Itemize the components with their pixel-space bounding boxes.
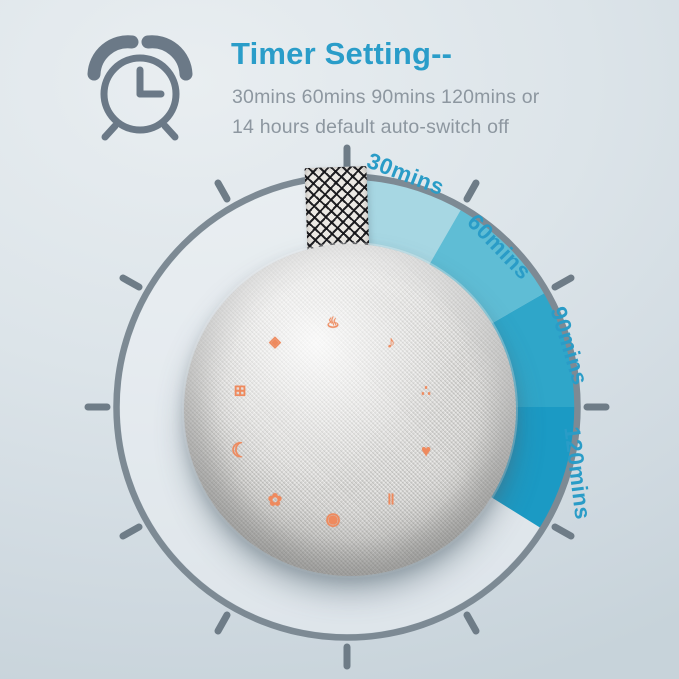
alarm-clock-icon	[87, 35, 193, 141]
tick-mark	[214, 611, 231, 635]
tick-mark	[551, 523, 575, 540]
tick-mark	[463, 179, 480, 203]
subtitle-line-2: 14 hours default auto-switch off	[232, 116, 510, 138]
page-title: Timer Setting--	[231, 36, 453, 71]
music-note-icon: ♪	[386, 332, 396, 352]
subtitle-line-1: 30mins 60mins 90mins 120mins or	[232, 86, 540, 108]
header: Timer Setting-- 30mins 60mins 90mins 120…	[0, 0, 679, 150]
device-strap	[304, 165, 370, 257]
segment-60mins	[426, 206, 548, 328]
moon-icon: ☾	[231, 440, 249, 462]
tick-mark	[463, 611, 480, 635]
power-icon: ◉	[325, 509, 341, 529]
tick-mark	[119, 274, 143, 291]
white-noise-machine: ♨ ♪ ∴ ♥ ‖ ◉ ✿ ☾ ⊞ ◈	[184, 244, 516, 576]
rain-icon: ∴	[421, 382, 431, 400]
clock-tick-marks	[84, 144, 610, 670]
tick-mark	[119, 523, 143, 540]
tick-mark	[214, 179, 231, 203]
flower-icon: ✿	[267, 490, 283, 510]
sound-waves-icon: ♨	[326, 314, 340, 332]
lullaby-icon: ◈	[269, 333, 281, 351]
heartbeat-icon: ♥	[420, 441, 432, 461]
subtitle: 30mins 60mins 90mins 120mins or 14 hours…	[232, 82, 540, 142]
tick-mark	[551, 274, 575, 291]
pause-icon: ‖	[387, 491, 395, 509]
white-noise-icon: ⊞	[233, 382, 247, 400]
